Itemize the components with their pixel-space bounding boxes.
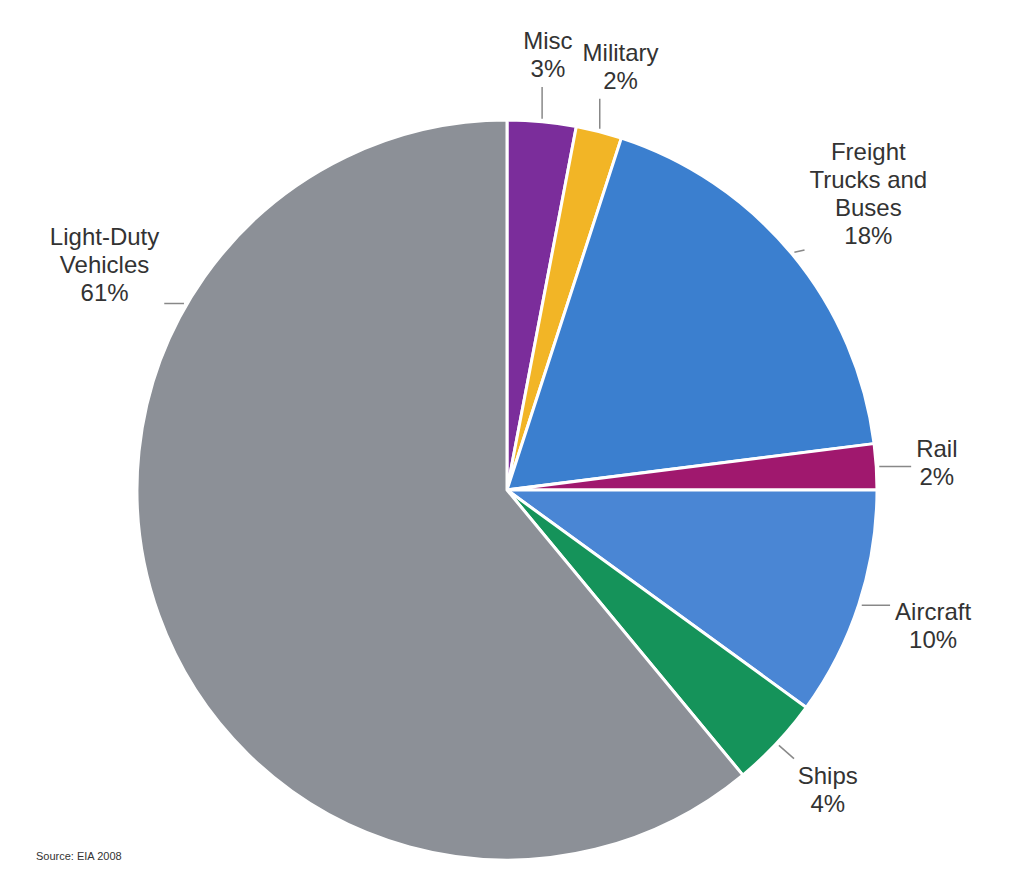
leader-line [779, 745, 794, 758]
leader-lines [164, 87, 911, 759]
leader-line [794, 250, 804, 252]
label-line: Ships [798, 762, 858, 789]
label-line: Trucks and [809, 166, 927, 193]
value-label: 4% [810, 790, 845, 817]
value-label: 2% [603, 67, 638, 94]
chart-container: Misc3%Military2%FreightTrucks andBuses18… [0, 0, 1013, 877]
source-note: Source: EIA 2008 [36, 850, 122, 862]
label-line: Military [583, 39, 659, 66]
value-label: 61% [81, 279, 129, 306]
category-label: Ships [798, 762, 858, 789]
label-line: Light-Duty [50, 223, 159, 250]
value-label: 10% [909, 626, 957, 653]
pie-chart: Misc3%Military2%FreightTrucks andBuses18… [0, 0, 1013, 877]
leader-line [862, 605, 890, 607]
category-label: Aircraft [895, 598, 971, 625]
label-line: Buses [835, 194, 902, 221]
label-line: Aircraft [895, 598, 971, 625]
value-label: 3% [531, 55, 566, 82]
pie-slice [137, 120, 743, 860]
leader-line [879, 466, 911, 468]
category-label: Rail [916, 435, 957, 462]
label-line: Misc [523, 27, 572, 54]
label-line: Vehicles [60, 251, 149, 278]
label-line: Rail [916, 435, 957, 462]
pie-slice [507, 444, 877, 490]
slice-label: Light-DutyVehicles61% [50, 223, 159, 306]
slice-label: Aircraft10% [895, 598, 971, 653]
value-label: 2% [919, 463, 954, 490]
leader-line [599, 99, 601, 129]
category-label: Misc [523, 27, 572, 54]
leader-line [164, 303, 184, 305]
slice-label: FreightTrucks andBuses18% [809, 138, 927, 249]
slice-label: Misc3% [523, 27, 572, 82]
labels: Misc3%Military2%FreightTrucks andBuses18… [50, 27, 972, 817]
value-label: 18% [844, 222, 892, 249]
slice-label: Military2% [583, 39, 659, 94]
slice-label: Rail2% [916, 435, 957, 490]
category-label: Military [583, 39, 659, 66]
category-label: Light-DutyVehicles [50, 223, 159, 278]
leader-line [541, 87, 543, 119]
category-label: FreightTrucks andBuses [809, 138, 927, 221]
slices [137, 120, 877, 860]
label-line: Freight [831, 138, 906, 165]
slice-label: Ships4% [798, 762, 858, 817]
